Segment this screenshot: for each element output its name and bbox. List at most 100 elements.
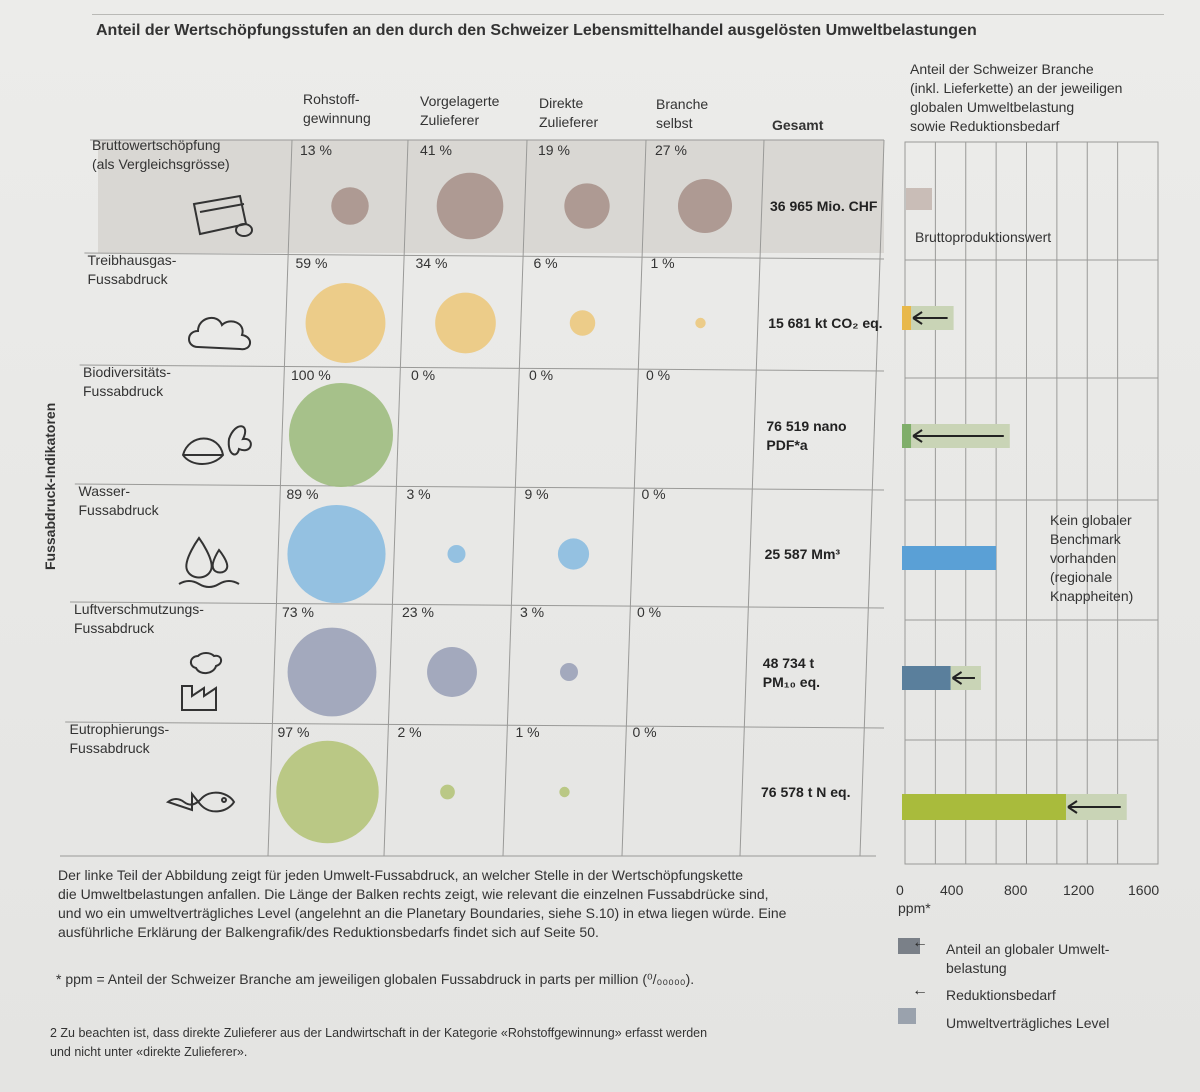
bubble-r1-c2: [569, 310, 596, 336]
right-header-line1: Anteil der Schweizer Branche: [910, 61, 1094, 77]
fish-icon-path: [165, 791, 235, 813]
money-icon: [188, 190, 268, 259]
bubble-r4-c0: [287, 627, 377, 717]
axis-unit: ppm*: [898, 900, 931, 916]
row-label-3-line2: Fussabdruck: [78, 502, 159, 518]
col-header-gesamt: Gesamt: [772, 117, 824, 133]
axis-tick-0: 0: [896, 882, 904, 898]
total-5: 76 578 t N eq.: [761, 783, 851, 802]
factory-smoke-icon-path: [181, 652, 222, 711]
col-header-rohstoff-line2: gewinnung: [303, 110, 371, 126]
pct-label-r1-c1: 34 %: [415, 255, 448, 271]
axis-tick-400: 400: [940, 882, 964, 898]
bar-level-1: [902, 306, 912, 330]
pct-label-r3-c2: 9 %: [524, 486, 549, 502]
bubble-r1-c3: [695, 317, 706, 329]
col-header-branche: Branche selbst: [656, 95, 708, 133]
total-2-line1: 76 519 nano: [766, 418, 847, 434]
no-benchmark-line3: vorhanden: [1050, 550, 1117, 566]
col-divider-2: [502, 139, 528, 857]
row-label-3-line1: Wasser-: [78, 483, 131, 499]
row-label-4-line2: Fussabdruck: [74, 620, 155, 636]
bar-level-5: [902, 794, 1066, 820]
legend-anteil-line1: Anteil an globaler Umwelt-: [946, 941, 1110, 957]
bubble-r2-c0: [289, 383, 393, 487]
pct-label-r0-c2: 19 %: [538, 142, 570, 158]
bubble-r4-c2: [559, 662, 579, 682]
bubble-r0-c3: [677, 178, 733, 234]
col-divider-1: [383, 139, 409, 857]
right-header: Anteil der Schweizer Branche (inkl. Lief…: [910, 60, 1170, 136]
col-header-rohstoff: Rohstoff- gewinnung: [303, 90, 371, 128]
row-label-0-line2: (als Vergleichsgrösse): [92, 156, 230, 172]
bubble-r3-c0: [287, 504, 386, 604]
page-title: Anteil der Wertschöpfungsstufen an den d…: [96, 22, 977, 39]
pct-label-r1-c2: 6 %: [533, 255, 558, 271]
axis-tick-1600: 1600: [1128, 882, 1160, 898]
top-rule: [92, 14, 1164, 15]
total-5-line1: 76 578 t N eq.: [761, 784, 851, 800]
row-label-4-line1: Luftverschmutzungs-: [74, 601, 204, 617]
legend-anteil-line2: belastung: [946, 960, 1007, 976]
pct-label-r5-c1: 2 %: [397, 724, 422, 740]
total-1-line1: 15 681 kt CO₂ eq.: [768, 315, 883, 331]
row-label-2: Biodiversitäts- Fussabdruck: [83, 363, 171, 401]
bar-arrow-head-1: [912, 311, 923, 325]
leaf-butterfly-icon-svg: [181, 425, 252, 465]
bar-level-4: [902, 666, 951, 690]
col-header-direkte-line1: Direkte: [539, 95, 584, 111]
right-header-line3: globalen Umweltbelastung: [910, 99, 1075, 115]
bar-arrow-head-2: [912, 429, 923, 443]
total-0-line1: 36 965 Mio. CHF: [770, 198, 878, 214]
bubble-r3-c1: [447, 544, 466, 564]
factory-smoke-icon: [170, 652, 250, 721]
axis-tick-1200: 1200: [1063, 882, 1095, 898]
co2-cloud-icon: [184, 303, 264, 372]
pct-label-r2-c2: 0 %: [529, 367, 554, 383]
bubble-r0-c0: [331, 187, 369, 225]
footnote-main-line3: und wo ein umweltverträgliches Level (an…: [58, 905, 787, 921]
legend-anteil-label: Anteil an globaler Umwelt- belastung: [946, 940, 1109, 978]
bubble-r1-c0: [305, 283, 386, 363]
legend-anteil-arrow-icon: ←: [912, 934, 928, 951]
bubble-r5-c0: [276, 740, 379, 844]
pct-label-r0-c1: 41 %: [420, 142, 452, 158]
col-header-vorgelagerte: Vorgelagerte Zulieferer: [420, 92, 499, 130]
money-icon-svg: [192, 194, 254, 237]
bar-fill-0: [906, 188, 932, 210]
money-icon-path: [192, 194, 254, 237]
row-label-1-line1: Treibhausgas-: [87, 252, 177, 268]
footnote-main-line2: die Umweltbelastungen anfallen. Die Läng…: [58, 886, 769, 902]
total-0: 36 965 Mio. CHF: [770, 197, 877, 216]
right-header-line2: (inkl. Lieferkette) an der jeweiligen: [910, 80, 1123, 96]
legend-level-swatch: [898, 1008, 916, 1024]
co2-cloud-icon-svg: [187, 316, 251, 351]
row-divider-1: [84, 252, 885, 260]
pct-label-r4-c2: 3 %: [520, 604, 545, 620]
row-label-5-line1: Eutrophierungs-: [69, 721, 170, 737]
footnote-main-line1: Der linke Teil der Abbildung zeigt für j…: [58, 867, 744, 883]
co2-cloud-icon-path: [187, 316, 251, 351]
bubble-r5-c1: [440, 784, 455, 800]
no-benchmark-line5: Knappheiten): [1050, 588, 1134, 604]
col-header-vorgelagerte-line2: Zulieferer: [420, 112, 480, 128]
total-4-line1: 48 734 t: [762, 655, 815, 671]
row-divider-3: [74, 483, 885, 491]
pct-label-r1-c0: 59 %: [295, 255, 328, 271]
pct-label-r4-c1: 23 %: [402, 604, 434, 620]
legend-reduktion-arrow-icon: ←: [912, 982, 928, 999]
bar-arrow-head-4: [952, 671, 963, 685]
fish-icon: [165, 772, 246, 841]
bar-level-2: [902, 424, 912, 448]
pct-label-r3-c1: 3 %: [406, 486, 431, 502]
footnote-note2-line1: 2 Zu beachten ist, dass direkte Zuliefer…: [50, 1026, 708, 1040]
leaf-butterfly-icon: [179, 415, 259, 484]
total-3-line1: 25 587 Mm³: [764, 546, 841, 562]
col-divider-5: [859, 139, 885, 857]
pct-label-r2-c1: 0 %: [411, 367, 436, 383]
legend-level-label: Umweltverträgliches Level: [946, 1015, 1110, 1031]
total-1: 15 681 kt CO₂ eq.: [768, 314, 882, 333]
pct-label-r4-c0: 73 %: [282, 604, 314, 620]
no-benchmark-note: Kein globaler Benchmark vorhanden (regio…: [1050, 511, 1133, 606]
